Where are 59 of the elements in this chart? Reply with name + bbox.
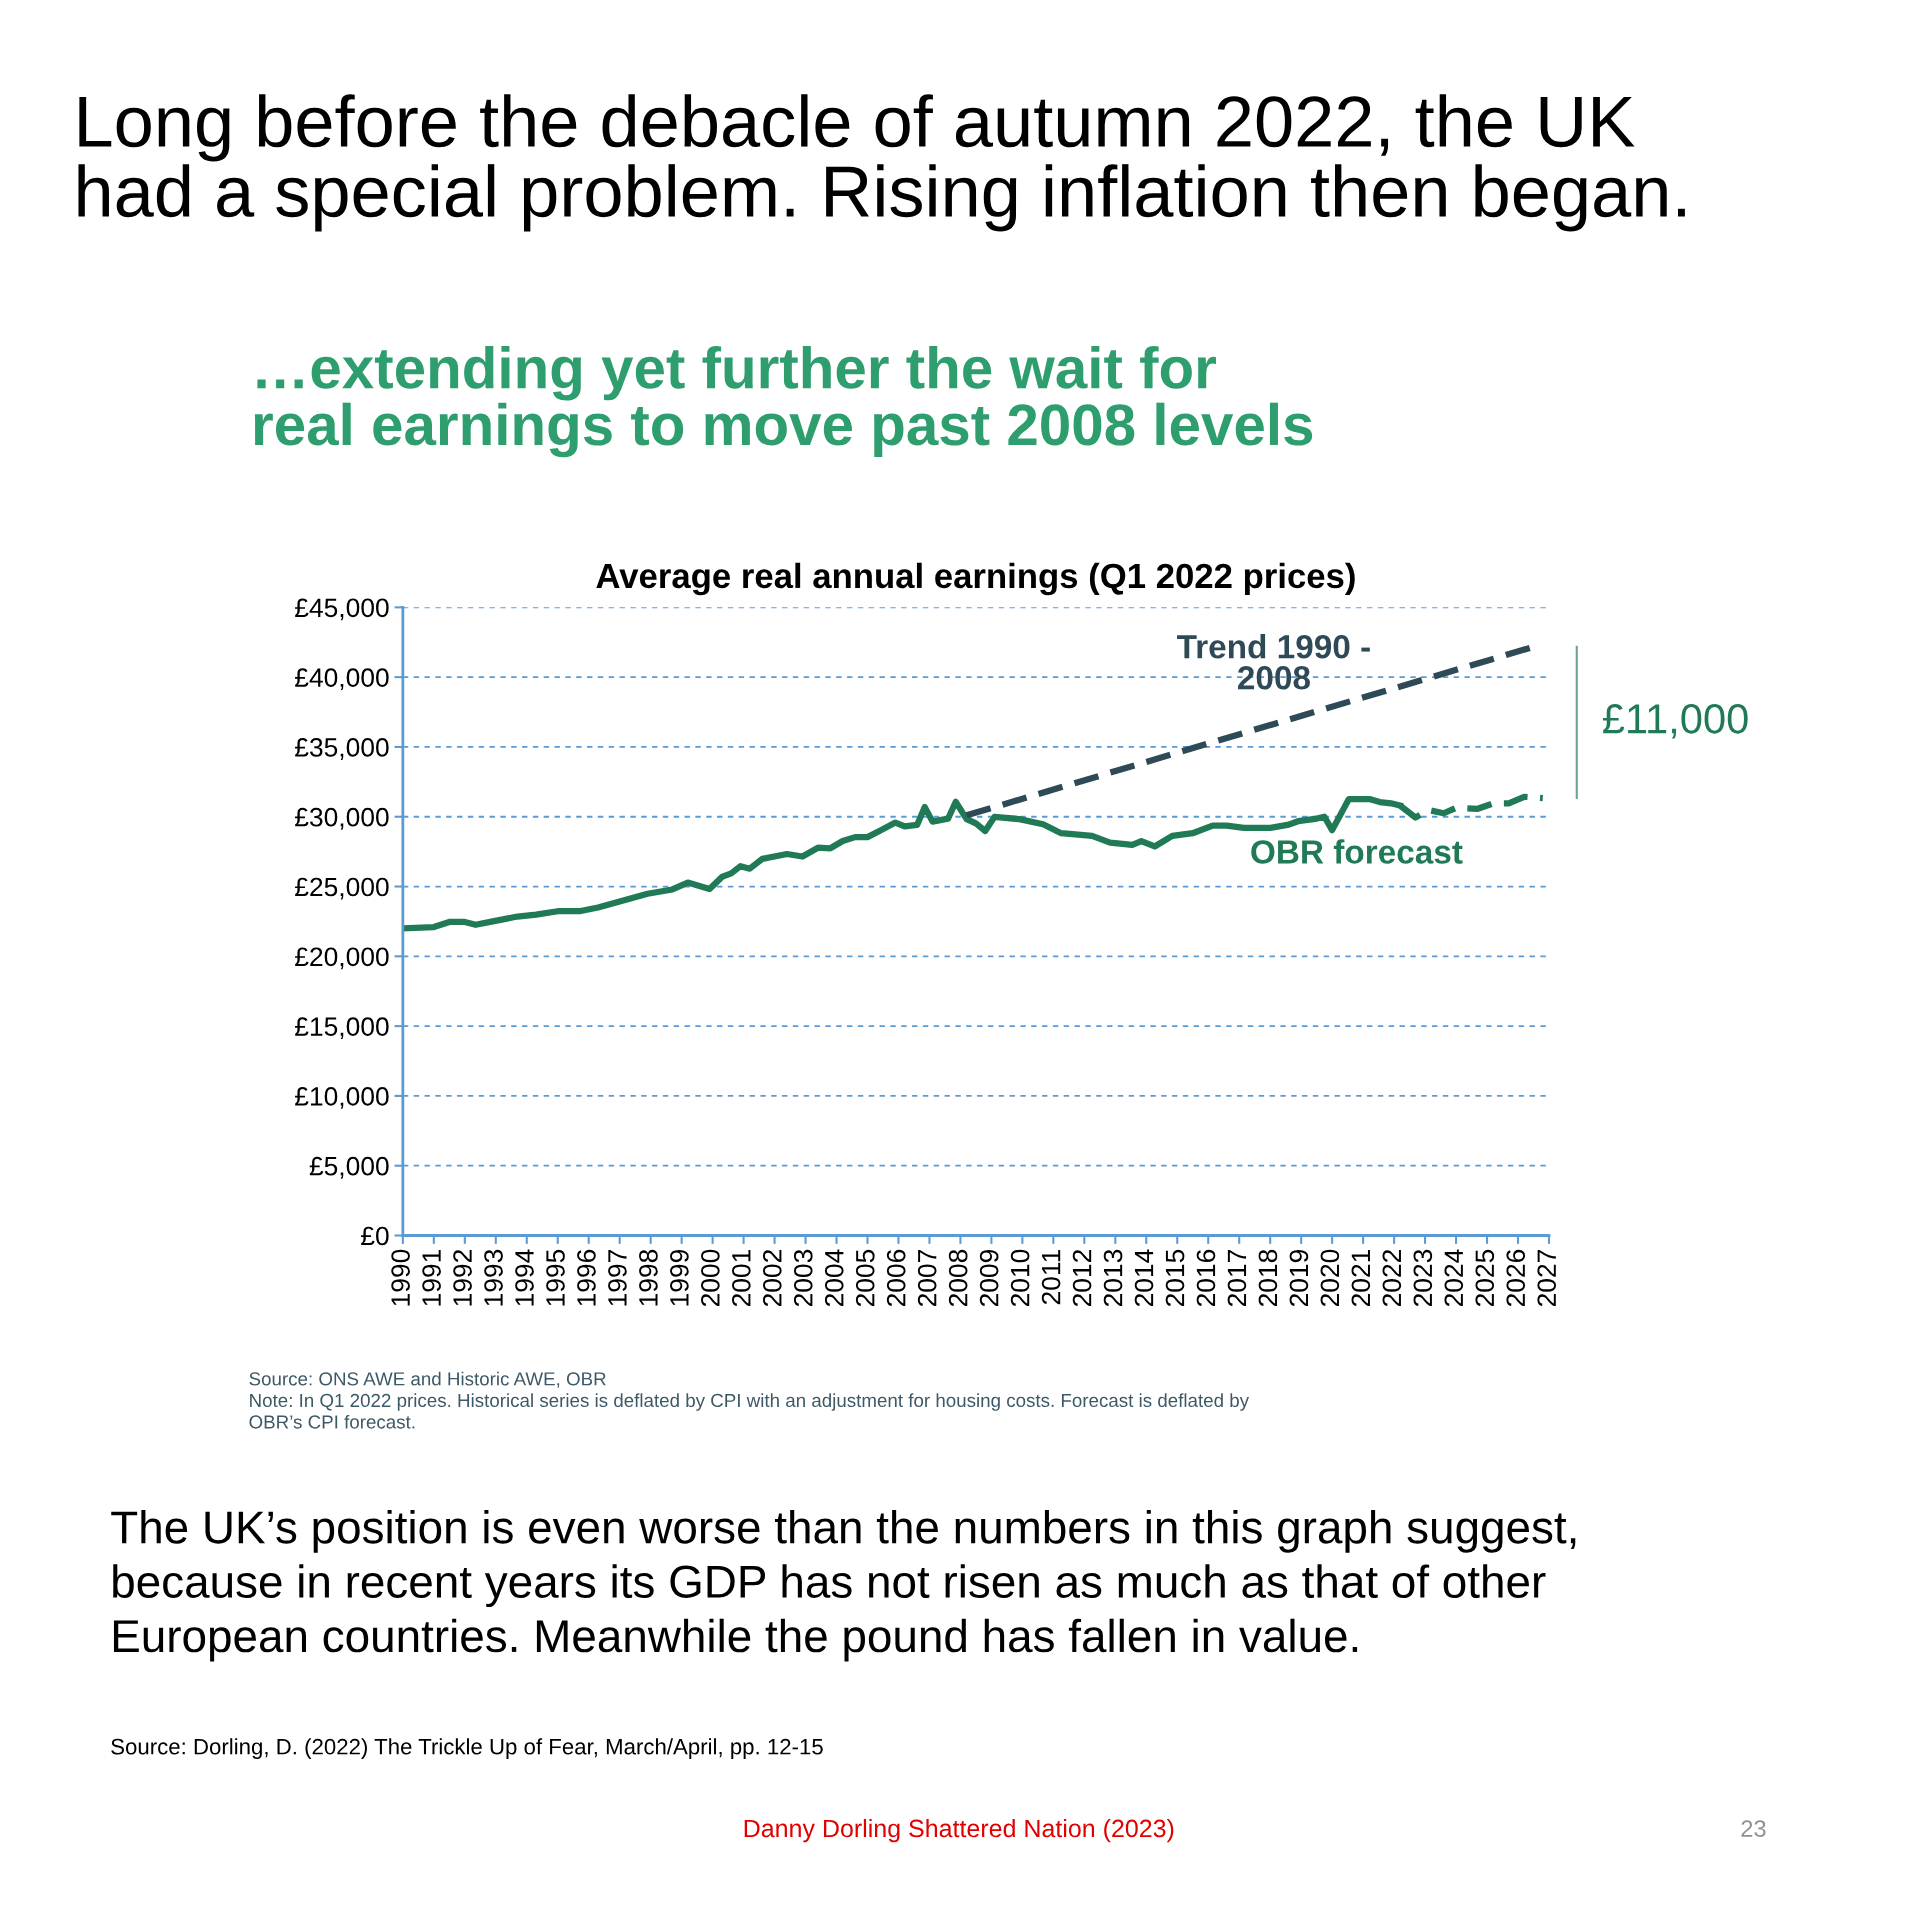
text: 23 [1741,1820,1766,1837]
y-tick-label: £20,000 [295,947,389,970]
y-tick-label: £30,000 [295,807,389,830]
text: Long before the debacle of autumn 2022, the UK had a special problem. Rising inflation then began. [78,94,1685,232]
y-tick-label: £10,000 [295,1087,389,1109]
x-tick-label: 1994 [515,1249,534,1306]
x-tick-label: 1999 [670,1249,689,1306]
x-tick-label: 1993 [484,1249,503,1306]
x-tick-label: 2000 [701,1249,720,1307]
source-note: Source: ONS AWE and Historic AWE, OBR Note: In Q1 2022 prices. Historical series is deflated by CPI with an adjustment for housing costs. Forecast is deflated by OBR’s CPI forecast. [249,1371,1250,1429]
y-tick-label: £35,000 [295,738,389,760]
text: £11,000 [1602,704,1748,739]
x-tick-label: 2002 [762,1250,782,1307]
x-tick-label: 2020 [1320,1249,1340,1307]
annotation: Trend 1990 - 2008 [1177,634,1370,690]
y-tick-label: £45,000 [295,598,389,621]
x-tick-label: 2025 [1475,1249,1495,1307]
x-tick-label: 2008 [948,1249,968,1307]
x-tick-label: 1991 [422,1249,441,1306]
x-tick-label: 2010 [1010,1249,1030,1307]
x-tick-label: 2006 [886,1249,906,1307]
x-tick-label: 2003 [793,1249,813,1307]
text: Danny Dorling Shattered Nation (2023) [744,1818,1174,1843]
chart-subtitle: Average real annual earnings (Q1 2022 prices) [596,562,1355,596]
x-tick-label: 2012 [1072,1250,1092,1307]
annotation: OBR forecast [1251,839,1463,864]
x-tick-label: 2014 [1134,1249,1154,1307]
x-tick-label: 2019 [1289,1249,1309,1307]
x-tick-label: 1992 [453,1250,472,1306]
x-tick-label: 2023 [1413,1249,1433,1307]
x-tick-label: 2004 [824,1249,844,1307]
x-tick-label: 1996 [577,1249,596,1306]
x-tick-label: 2007 [917,1250,937,1307]
y-tick-label: £40,000 [295,668,389,691]
x-tick-label: 2024 [1444,1249,1464,1307]
x-tick-label: 2021 [1351,1249,1371,1307]
x-tick-label: 1997 [608,1250,627,1306]
x-tick-label: 2015 [1165,1249,1185,1307]
y-tick-label: £5,000 [309,1156,389,1179]
x-tick-label: 1998 [639,1249,658,1306]
x-tick-label: 1995 [546,1249,565,1306]
source-note: Source: Dorling, D. (2022) The Trickle Up of Fear, March/April, pp. 12-15 [111,1738,823,1759]
x-tick-label: 2009 [979,1249,999,1307]
x-tick-label: 2017 [1227,1250,1247,1307]
x-tick-label: 2027 [1537,1250,1557,1307]
y-tick-label: £25,000 [295,877,389,900]
x-tick-label: 2011 [1041,1249,1061,1305]
x-tick-label: 2001 [731,1249,751,1307]
x-tick-label: 2013 [1103,1249,1123,1307]
x-tick-label: 2005 [855,1249,875,1307]
text: The UK’s position is even worse than the numbers in this graph suggest, because in recent years its GDP has not risen as much as that of other European countries. Meanwhile the pound has fallen in value. [111,1510,1576,1662]
y-tick-label: £15,000 [295,1017,389,1040]
x-tick-label: 2022 [1382,1250,1402,1307]
chart-title: …extending yet further the wait for real earnings to move past 2008 levels [254,345,1313,458]
x-tick-label: 2016 [1196,1249,1216,1307]
x-tick-label: 2026 [1506,1249,1526,1307]
x-tick-label: 2018 [1258,1249,1278,1307]
x-tick-label: 1990 [391,1249,410,1306]
y-tick-label: £0 [361,1226,389,1246]
